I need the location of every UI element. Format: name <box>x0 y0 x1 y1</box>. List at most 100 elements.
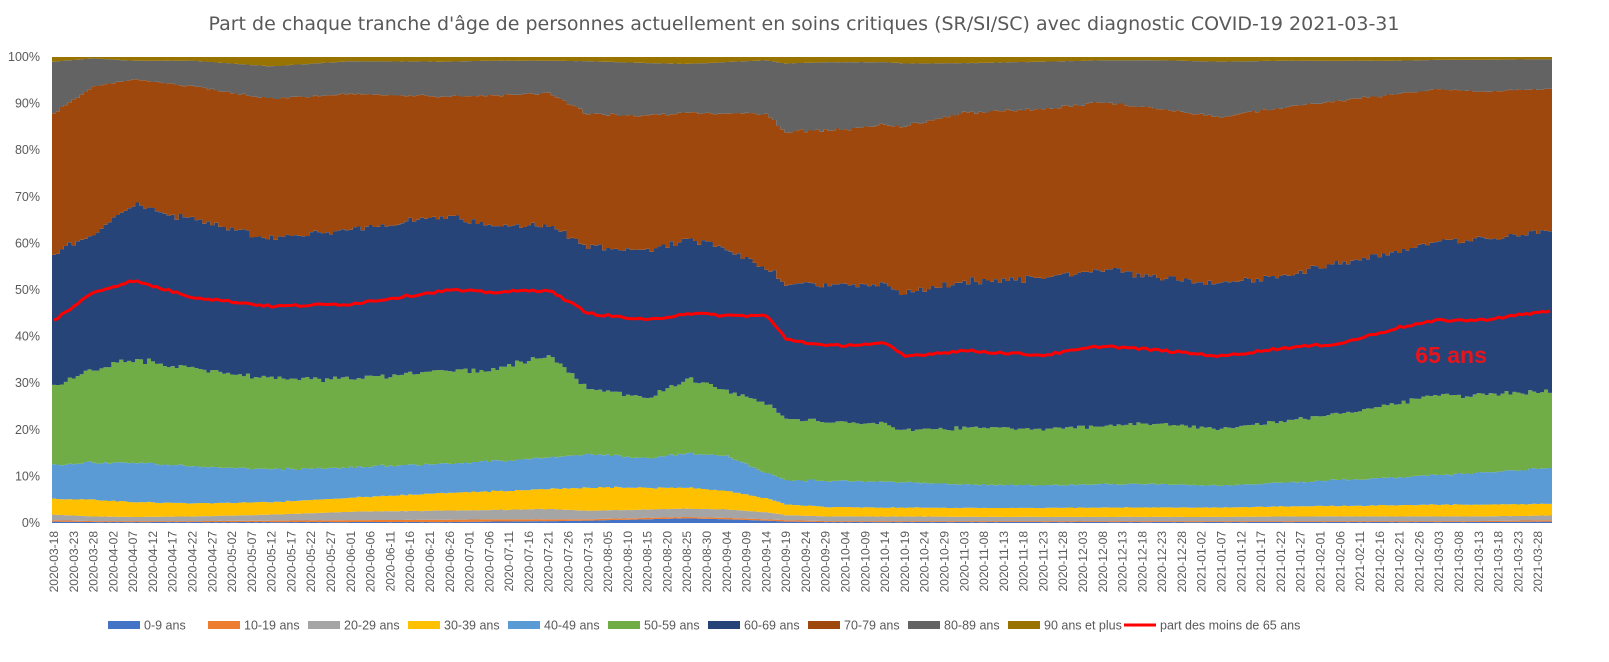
x-tick-label: 2020-07-21 <box>542 531 556 593</box>
x-tick-label: 2021-01-17 <box>1254 531 1268 593</box>
legend-swatch <box>508 621 540 629</box>
legend-swatch <box>608 621 640 629</box>
x-tick-label: 2020-12-28 <box>1175 531 1189 593</box>
area-series-50-59-ans <box>52 355 1552 486</box>
legend-label: 0-9 ans <box>144 619 186 633</box>
x-tick-label: 2020-06-01 <box>344 531 358 593</box>
y-tick-label: 80% <box>15 143 40 157</box>
x-tick-label: 2021-02-01 <box>1314 531 1328 593</box>
legend-swatch <box>808 621 840 629</box>
x-tick-label: 2020-07-06 <box>482 531 496 593</box>
x-tick-label: 2021-01-02 <box>1195 531 1209 593</box>
y-tick-label: 40% <box>15 330 40 344</box>
y-tick-label: 50% <box>15 283 40 297</box>
x-tick-label: 2020-04-22 <box>186 531 200 593</box>
legend-label: 50-59 ans <box>644 619 700 633</box>
x-tick-label: 2020-09-09 <box>740 531 754 593</box>
x-tick-label: 2020-05-02 <box>225 531 239 593</box>
x-tick-label: 2020-10-09 <box>858 531 872 593</box>
x-tick-label: 2021-03-28 <box>1531 531 1545 593</box>
x-tick-label: 2020-05-27 <box>324 531 338 593</box>
legend-swatch <box>708 621 740 629</box>
area-series-0-9-ans <box>52 518 1552 523</box>
x-tick-label: 2021-02-21 <box>1393 531 1407 593</box>
x-tick-label: 2020-11-03 <box>957 531 971 592</box>
legend-swatch <box>308 621 340 629</box>
x-tick-label: 2020-08-10 <box>621 531 635 593</box>
x-tick-label: 2020-12-13 <box>1116 531 1130 593</box>
y-tick-label: 20% <box>15 423 40 437</box>
legend-label: 20-29 ans <box>344 619 400 633</box>
legend-label: 90 ans et plus <box>1044 619 1122 633</box>
x-tick-label: 2020-06-16 <box>403 531 417 593</box>
y-tick-label: 70% <box>15 190 40 204</box>
y-tick-label: 0% <box>22 516 40 530</box>
x-tick-label: 2020-04-02 <box>106 531 120 593</box>
chart-title: Part de chaque tranche d'âge de personne… <box>209 13 1400 35</box>
x-tick-label: 2020-03-18 <box>47 531 61 593</box>
x-tick-label: 2020-12-18 <box>1135 531 1149 593</box>
x-tick-label: 2020-12-08 <box>1096 531 1110 593</box>
legend-label: 30-39 ans <box>444 619 500 633</box>
x-tick-label: 2020-07-26 <box>562 531 576 593</box>
legend-label: 70-79 ans <box>844 619 900 633</box>
x-tick-label: 2020-10-19 <box>898 531 912 593</box>
x-tick-label: 2021-01-07 <box>1215 531 1229 593</box>
legend: 0-9 ans 10-19 ans 20-29 ans 30-39 ans 40-49 … <box>108 619 1300 633</box>
x-tick-label: 2020-09-14 <box>759 531 773 593</box>
x-tick-label: 2021-01-12 <box>1234 531 1248 593</box>
y-tick-label: 30% <box>15 376 40 390</box>
x-tick-label: 2020-10-24 <box>918 531 932 593</box>
x-tick-label: 2020-09-19 <box>779 531 793 593</box>
x-tick-label: 2021-02-11 <box>1353 531 1367 592</box>
x-tick-label: 2020-06-11 <box>383 531 397 592</box>
x-tick-label: 2020-07-16 <box>522 531 536 593</box>
x-tick-label: 2020-08-25 <box>680 531 694 593</box>
x-tick-label: 2020-06-06 <box>364 531 378 593</box>
x-tick-label: 2020-11-28 <box>1056 531 1070 592</box>
x-tick-label: 2020-08-05 <box>601 531 615 593</box>
x-tick-label: 2021-03-13 <box>1472 531 1486 593</box>
area-series-90-ans-et-plus <box>52 57 1552 67</box>
legend-swatch <box>108 621 140 629</box>
legend-label: 10-19 ans <box>244 619 300 633</box>
x-tick-label: 2020-09-24 <box>799 531 813 593</box>
x-tick-label: 2021-03-18 <box>1492 531 1506 593</box>
x-tick-label: 2020-09-04 <box>720 531 734 593</box>
legend-swatch <box>208 621 240 629</box>
x-tick-label: 2020-05-22 <box>304 531 318 593</box>
x-tick-label: 2020-04-07 <box>126 531 140 593</box>
x-tick-label: 2020-09-29 <box>819 531 833 593</box>
x-axis: 2020-03-18 2020-03-23 2020-03-28 2020-04-02… <box>47 531 1545 593</box>
x-tick-label: 2021-02-26 <box>1412 531 1426 593</box>
x-tick-label: 2020-12-03 <box>1076 531 1090 593</box>
x-tick-label: 2020-04-12 <box>146 531 160 593</box>
legend-label: 60-69 ans <box>744 619 800 633</box>
y-tick-label: 10% <box>15 469 40 483</box>
area-series-20-29-ans <box>52 508 1552 522</box>
x-tick-label: 2021-02-16 <box>1373 531 1387 593</box>
x-tick-label: 2020-05-17 <box>284 531 298 593</box>
x-tick-label: 2020-06-26 <box>443 531 457 593</box>
x-tick-label: 2020-11-08 <box>977 531 991 592</box>
area-series-60-69-ans <box>52 202 1552 432</box>
x-tick-label: 2021-03-03 <box>1432 531 1446 593</box>
x-tick-label: 2020-12-23 <box>1155 531 1169 593</box>
x-tick-label: 2020-06-21 <box>423 531 437 593</box>
area-series-40-49-ans <box>52 452 1552 509</box>
x-tick-label: 2021-03-08 <box>1452 531 1466 593</box>
x-tick-label: 2020-04-17 <box>166 531 180 593</box>
x-tick-label: 2020-05-07 <box>245 531 259 593</box>
x-tick-label: 2020-07-31 <box>581 531 595 593</box>
x-tick-label: 2021-02-06 <box>1333 531 1347 593</box>
y-tick-label: 60% <box>15 236 40 250</box>
legend-label: 40-49 ans <box>544 619 600 633</box>
x-tick-label: 2020-10-29 <box>938 531 952 593</box>
x-tick-label: 2021-01-27 <box>1294 531 1308 593</box>
annotation-label: 65 ans <box>1415 342 1487 368</box>
y-tick-label: 90% <box>15 97 40 111</box>
plot-area <box>52 57 1552 523</box>
legend-swatch <box>908 621 940 629</box>
y-tick-label: 100% <box>8 50 40 64</box>
legend-label: part des moins de 65 ans <box>1160 619 1300 633</box>
